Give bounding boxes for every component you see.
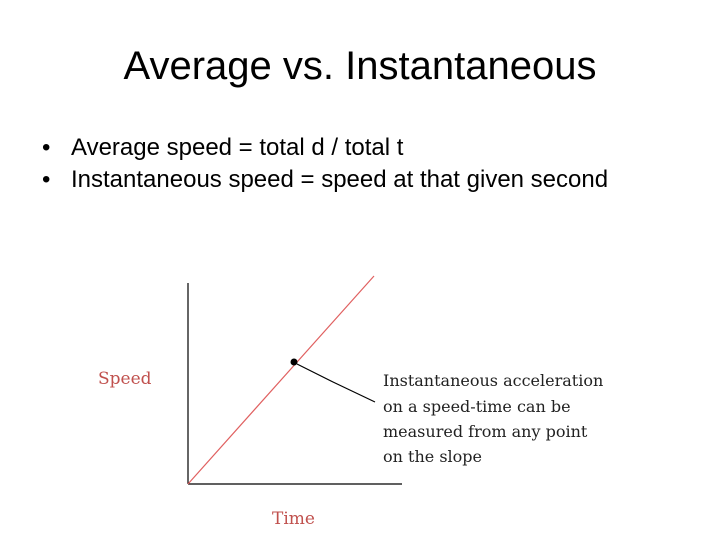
bullet-instantaneous-speed: • Instantaneous speed = speed at that gi… (42, 164, 682, 196)
annotation-line-4: on the slope (383, 447, 482, 466)
pointer-line (296, 363, 376, 403)
x-axis-label: Time (272, 509, 315, 529)
annotation-line-2: on a speed-time can be (383, 397, 571, 416)
annotation-line-1: Instantaneous acceleration (383, 371, 603, 390)
slope-point (290, 358, 298, 366)
slide-title: Average vs. Instantaneous (123, 44, 597, 88)
bullet-marker: • (42, 134, 51, 161)
y-axis-label: Speed (98, 369, 152, 389)
bullet-text: Instantaneous speed = speed at that give… (71, 166, 609, 193)
bullet-average-speed: • Average speed = total d / total t (42, 132, 682, 164)
bullet-marker: • (42, 166, 51, 193)
bullet-list: • Average speed = total d / total t • In… (42, 132, 682, 196)
annotation-line-3: measured from any point (383, 422, 588, 441)
bullet-text: Average speed = total d / total t (71, 134, 404, 161)
slope-line (187, 275, 375, 485)
